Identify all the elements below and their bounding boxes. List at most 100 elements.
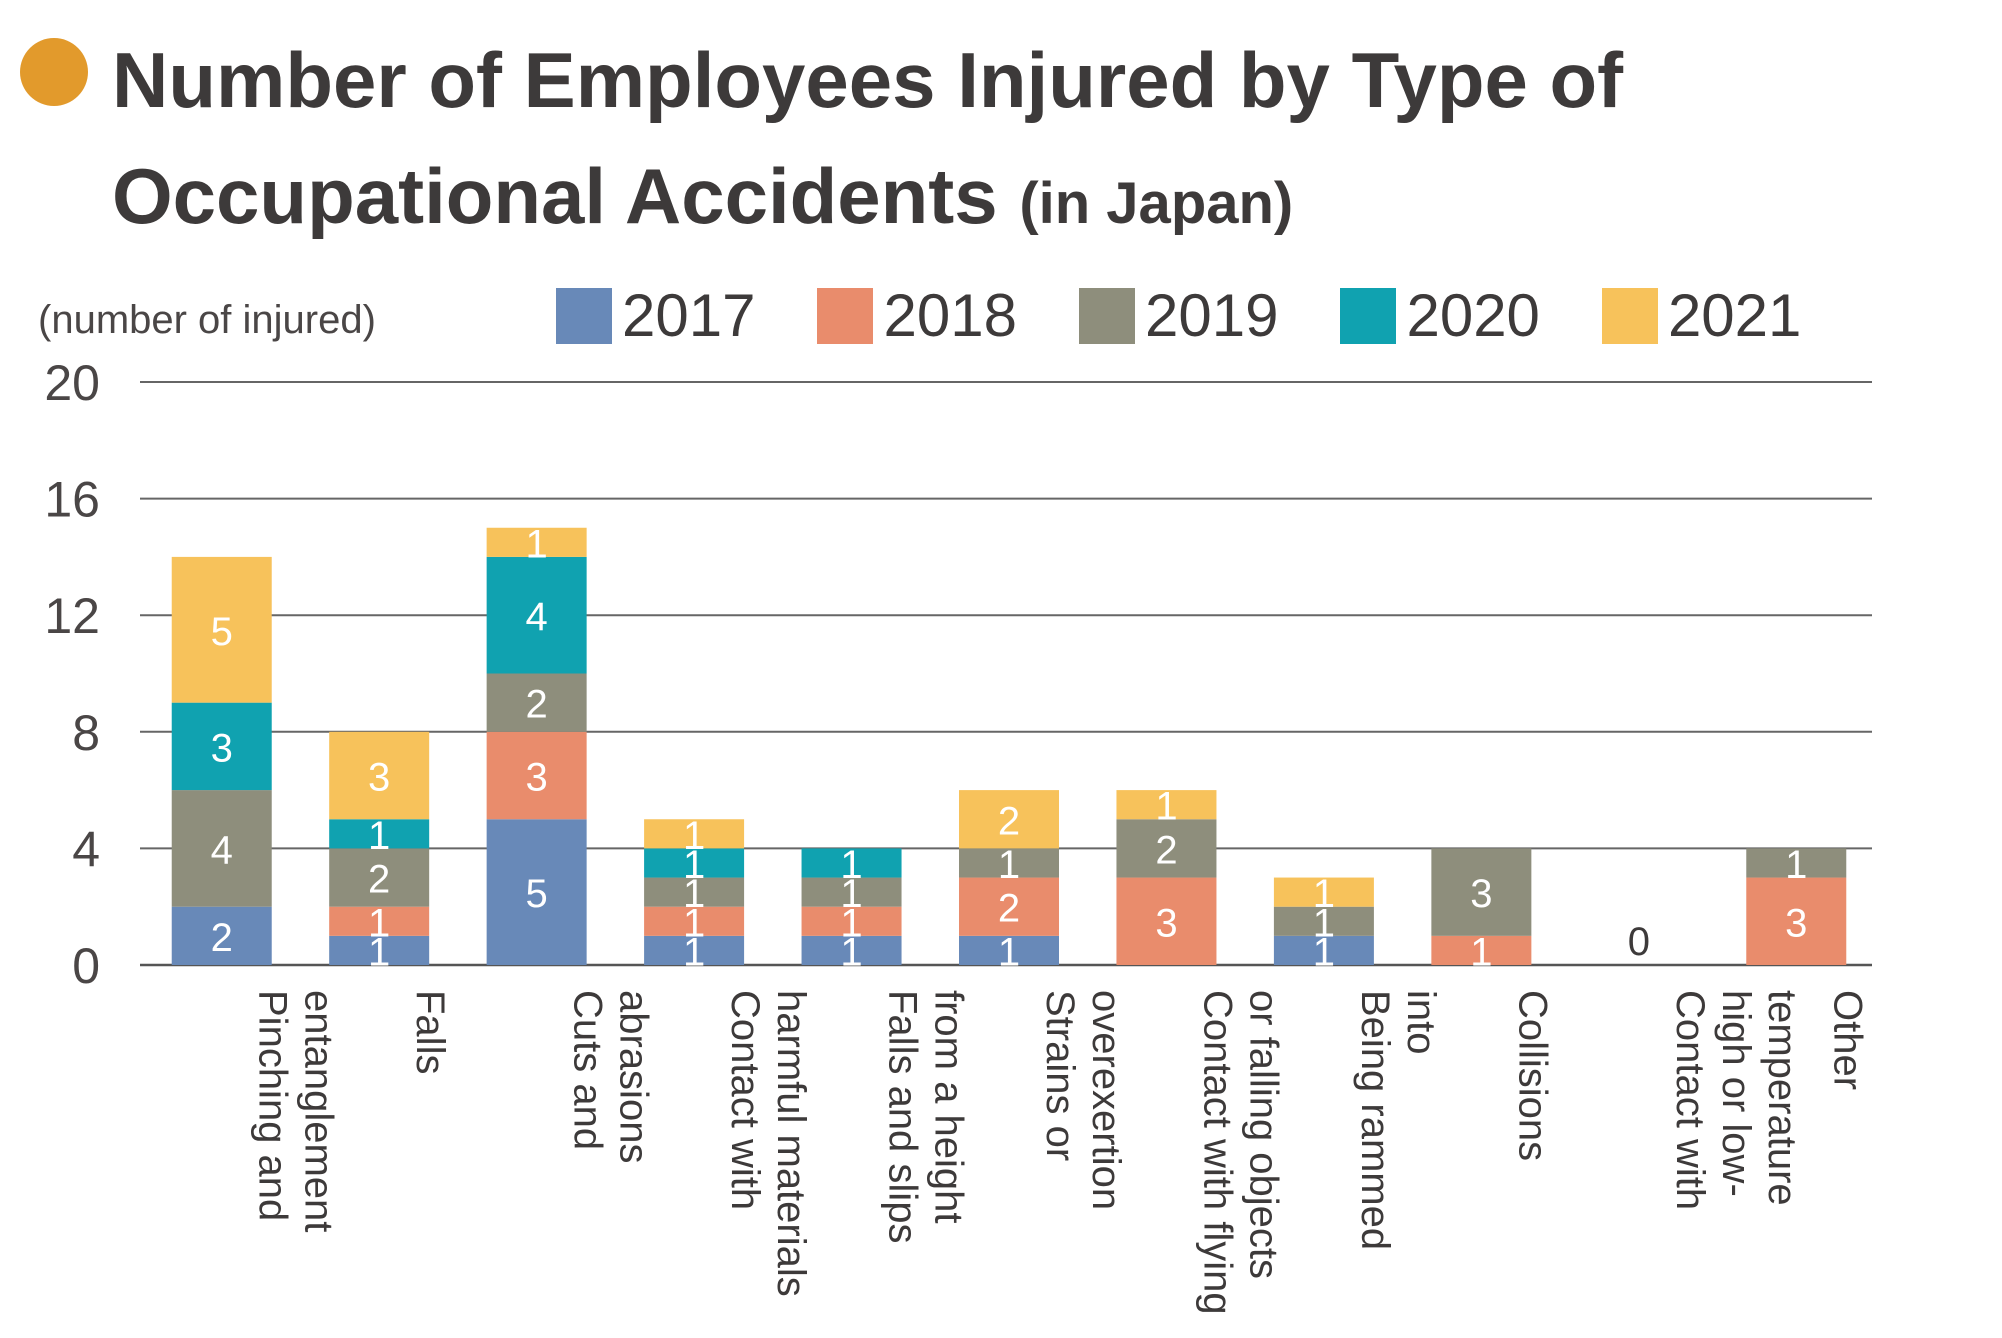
- y-tick-label: 12: [44, 588, 100, 644]
- legend-label: 2020: [1406, 282, 1540, 349]
- x-tick-label-line: Pinching and: [251, 990, 295, 1221]
- bar-segment-2017: [1273, 935, 1374, 965]
- x-tick-label-line: or falling objects: [1241, 990, 1285, 1279]
- legend-swatch: [1078, 288, 1135, 344]
- bar-segment-2017: [171, 906, 272, 965]
- bar-segment-2019: [1273, 906, 1374, 936]
- legend-label: 2021: [1667, 282, 1802, 349]
- bar-segment-2021: [171, 556, 272, 703]
- bar-segment-2021: [644, 819, 745, 849]
- legend-item-2018: 2018: [817, 282, 1017, 349]
- legend-item-2021: 2021: [1601, 282, 1802, 349]
- x-tick-label-line: into: [1399, 990, 1443, 1055]
- bar-segment-2017: [329, 935, 430, 965]
- chart-title: Number of Employees Injured by Type of O…: [112, 36, 1624, 240]
- data-label: 1: [998, 930, 1020, 974]
- data-label: 1: [840, 872, 862, 916]
- x-tick-label-line: abrasions: [612, 990, 656, 1163]
- x-tick-label: Falls and slips from a height: [881, 990, 971, 1243]
- bar-segment-2021: [959, 790, 1059, 849]
- legend: 2017 2018 2019 2020 2021: [556, 286, 1863, 346]
- bar-segment-2019: [959, 848, 1059, 878]
- data-label: 5: [211, 610, 233, 654]
- x-tick-label: Pinching and entanglement: [251, 990, 341, 1232]
- data-label: 1: [683, 930, 705, 974]
- bar-segment-2019: [644, 877, 745, 907]
- data-label: 3: [526, 756, 548, 800]
- bar-segment-2020: [171, 702, 272, 791]
- bar-segment-2019: [801, 877, 902, 907]
- data-label: 3: [368, 756, 390, 800]
- data-label: 3: [1155, 901, 1177, 945]
- data-label: 1: [368, 930, 390, 974]
- x-tick-label-line: entanglement: [297, 990, 341, 1232]
- bar-segment-2020: [801, 848, 902, 878]
- data-label: 1: [683, 872, 705, 916]
- bar-segment-2019: [329, 848, 430, 907]
- data-label: 1: [683, 843, 705, 887]
- bar-segment-2018: [1116, 877, 1217, 965]
- data-label: 1: [840, 901, 862, 945]
- legend-item-2017: 2017: [556, 286, 755, 346]
- title-bullet-icon: [20, 38, 88, 106]
- data-label: 2: [368, 858, 390, 902]
- y-axis-label: (number of injured): [38, 298, 376, 342]
- data-label: 1: [1313, 901, 1335, 945]
- bar-segment-2021: [1273, 877, 1374, 907]
- legend-label: 2019: [1144, 282, 1279, 349]
- x-tick-label-line: Being rammed: [1353, 990, 1397, 1250]
- x-tick-label: Cuts and abrasions: [566, 990, 656, 1163]
- data-label-zero: 0: [1628, 920, 1650, 964]
- x-tick-label-line: temperature: [1760, 990, 1804, 1206]
- bar-segment-2018: [486, 731, 587, 820]
- data-label: 2: [998, 887, 1020, 931]
- x-tick-label: Contact with flying or falling objects: [1195, 990, 1285, 1315]
- bar-segment-2021: [1116, 790, 1217, 820]
- data-label: 5: [526, 872, 548, 916]
- data-label: 1: [998, 843, 1020, 887]
- x-tick-label: Being rammed into: [1353, 990, 1443, 1250]
- data-label: 1: [683, 901, 705, 945]
- bar-segment-2018: [1746, 877, 1847, 965]
- data-label: 2: [998, 799, 1020, 843]
- bar-segment-2020: [644, 848, 745, 878]
- y-tick-label: 8: [72, 705, 100, 761]
- x-tick-label-line: overexertion: [1084, 990, 1128, 1210]
- y-tick-label: 0: [72, 938, 100, 994]
- x-tick-label: Falls: [408, 990, 452, 1074]
- legend-item-2019: 2019: [1078, 282, 1279, 349]
- data-label: 1: [1313, 930, 1335, 974]
- legend-label: 2018: [883, 282, 1017, 349]
- bar-segment-2017: [959, 935, 1059, 965]
- bar-segment-2018: [1431, 935, 1532, 965]
- bar-segment-2017: [644, 935, 745, 965]
- data-label: 1: [840, 930, 862, 974]
- x-tick-label-line: Collisions: [1510, 990, 1554, 1161]
- x-tick-label: Contact with high or low-temperature: [1668, 990, 1804, 1210]
- bar-segment-2017: [486, 819, 587, 965]
- data-label: 3: [211, 726, 233, 770]
- bar-segment-2019: [171, 790, 272, 907]
- legend-item-2020: 2020: [1340, 282, 1540, 349]
- bar-segment-2020: [486, 556, 587, 674]
- legend-swatch: [556, 288, 612, 344]
- data-label: 1: [683, 814, 705, 858]
- x-tick-label: Strains or overexertion: [1038, 990, 1128, 1210]
- data-label: 4: [526, 595, 548, 639]
- data-label: 1: [1155, 785, 1177, 829]
- x-tick-label-line: from a height: [927, 990, 971, 1223]
- bar-segment-2019: [1431, 848, 1532, 936]
- data-label: 4: [211, 828, 233, 872]
- data-label: 2: [526, 683, 548, 727]
- x-tick-label-line: Cuts and: [566, 990, 610, 1150]
- bar-segment-2021: [329, 731, 430, 820]
- bar-segment-2018: [959, 877, 1059, 936]
- legend-swatch: [1601, 288, 1658, 344]
- data-label: 1: [368, 901, 390, 945]
- legend-swatch: [817, 288, 874, 344]
- data-label: 1: [368, 814, 390, 858]
- chart-title-suffix: (in Japan): [1019, 171, 1294, 236]
- bar-segment-2019: [1116, 819, 1217, 878]
- x-tick-label-line: Strains or: [1038, 990, 1082, 1161]
- y-tick-label: 16: [44, 472, 100, 528]
